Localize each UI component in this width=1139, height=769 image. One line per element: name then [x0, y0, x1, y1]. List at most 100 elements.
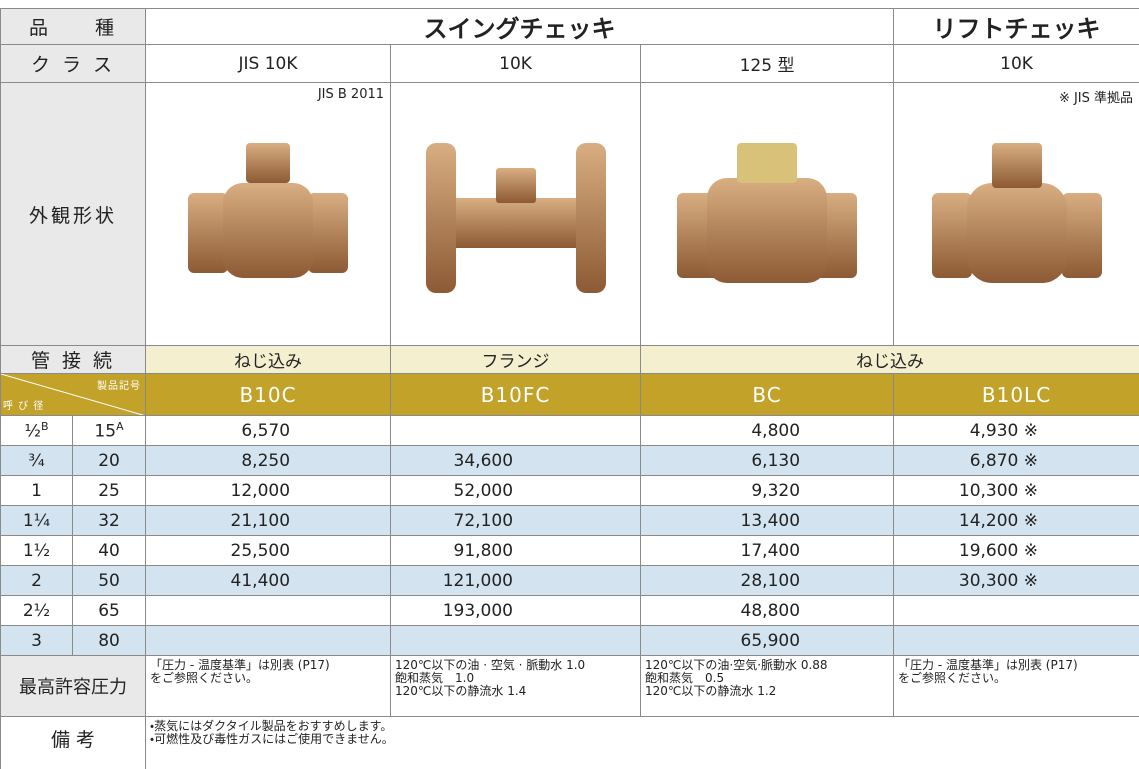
- product-code: B10LC: [893, 373, 1139, 416]
- price-row: 2½ 65 193,000 48,800: [0, 595, 1139, 626]
- size-inch: 1: [0, 475, 73, 506]
- mm: 65: [98, 600, 120, 621]
- inch: ½: [24, 421, 41, 442]
- pressure-line: をご参照ください。: [898, 671, 1007, 685]
- price: [145, 595, 392, 626]
- pressure-line: 120℃以下の油 · 空気 · 脈動水 1.0: [395, 658, 586, 672]
- size-mm: 40: [71, 535, 147, 566]
- size-inch: ½B: [0, 415, 73, 446]
- valve-icon: [425, 143, 606, 293]
- mm-unit: A: [116, 419, 124, 433]
- size-mm: 65: [71, 595, 147, 626]
- product-code: B10FC: [390, 373, 642, 416]
- size-inch: 1½: [0, 535, 73, 566]
- size-inch: 2: [0, 565, 73, 596]
- price: [893, 595, 1139, 626]
- pressure-line: 飽和蒸気 1.0: [395, 671, 475, 685]
- price: [390, 415, 642, 446]
- remark-line: ・可燃性及び毒性ガスにはご使用できません。: [150, 732, 394, 746]
- class: 125 型: [640, 44, 895, 83]
- price: 8,250: [145, 445, 392, 476]
- price: [390, 625, 642, 656]
- pressure: 「圧力 - 温度基準」は別表 (P17) をご参照ください。: [145, 655, 392, 717]
- price: 10,300 ※: [893, 475, 1139, 506]
- price: [145, 625, 392, 656]
- price: 34,600: [390, 445, 642, 476]
- note: JIS B 2011: [317, 87, 385, 102]
- inch: 1¼: [22, 510, 51, 531]
- price: 6,870 ※: [893, 445, 1139, 476]
- price: 30,300 ※: [893, 565, 1139, 596]
- class-label: ク ラ ス: [0, 44, 147, 83]
- price-row: ½B 15A 6,570 4,800 4,930 ※: [0, 415, 1139, 446]
- mm: 15: [94, 421, 117, 442]
- price: 48,800: [640, 595, 895, 626]
- mm: 20: [98, 450, 120, 471]
- price: 25,500: [145, 535, 392, 566]
- price: 21,100: [145, 505, 392, 536]
- size-mm: 20: [71, 445, 147, 476]
- page: 品 種 スイングチェッキ リフトチェッキ ク ラ ス JIS 10K 10K 1…: [0, 8, 1139, 769]
- mm: 40: [98, 540, 120, 561]
- mm: 32: [98, 510, 120, 531]
- class: JIS 10K: [145, 44, 392, 83]
- size-mm: 50: [71, 565, 147, 596]
- connection: フランジ: [390, 345, 642, 374]
- price: 6,130: [640, 445, 895, 476]
- size-label: 呼 び 径: [3, 401, 45, 412]
- price: 72,100: [390, 505, 642, 536]
- pressure-line: 「圧力 - 温度基準」は別表 (P17): [150, 658, 330, 672]
- price: 6,570: [145, 415, 392, 446]
- price: 14,200 ※: [893, 505, 1139, 536]
- inch: ¾: [28, 450, 45, 471]
- remarks-label: 備 考: [0, 716, 147, 769]
- price: 52,000: [390, 475, 642, 506]
- valve-image: ※ JIS 準拠品: [893, 82, 1139, 346]
- remarks: ・蒸気にはダクタイル製品をおすすめします。 ・可燃性及び毒性ガスにはご使用できませ…: [145, 716, 1139, 769]
- price: 4,800: [640, 415, 895, 446]
- valve-image: [390, 82, 642, 346]
- pressure-line: 「圧力 - 温度基準」は別表 (P17): [898, 658, 1078, 672]
- pressure: 120℃以下の油·空気·脈動水 0.88 飽和蒸気 0.5 120℃以下の静流水 1…: [640, 655, 895, 717]
- product-code: B10C: [145, 373, 392, 416]
- size-mm: 25: [71, 475, 147, 506]
- valve-icon: [931, 143, 1102, 283]
- inch-unit: B: [40, 419, 49, 433]
- pressure-line: 120℃以下の静流水 1.2: [645, 684, 777, 698]
- size-code-corner: 製品記号 呼 び 径: [0, 373, 147, 416]
- inch: 1½: [22, 540, 51, 561]
- price: 9,320: [640, 475, 895, 506]
- inch: 3: [31, 630, 42, 651]
- price: 65,900: [640, 625, 895, 656]
- inch: 2½: [22, 600, 51, 621]
- size-mm: 80: [71, 625, 147, 656]
- size-mm: 15A: [71, 415, 147, 446]
- size-mm: 32: [71, 505, 147, 536]
- price: 91,800: [390, 535, 642, 566]
- size-inch: ¾: [0, 445, 73, 476]
- diagonal: [1, 374, 143, 415]
- pressure-line: 120℃以下の油·空気·脈動水 0.88: [645, 658, 828, 672]
- inch: 1: [31, 480, 42, 501]
- price-table: 品 種 スイングチェッキ リフトチェッキ ク ラ ス JIS 10K 10K 1…: [0, 8, 1139, 769]
- price: 4,930 ※: [893, 415, 1139, 446]
- class: 10K: [893, 44, 1139, 83]
- kind-label: 品 種: [0, 8, 147, 45]
- valve-image: JIS B 2011: [145, 82, 392, 346]
- connection-label: 管 接 続: [0, 345, 147, 374]
- product-code: BC: [640, 373, 895, 416]
- pressure: 「圧力 - 温度基準」は別表 (P17) をご参照ください。: [893, 655, 1139, 717]
- connection: ねじ込み: [145, 345, 392, 374]
- note: ※ JIS 準拠品: [1058, 91, 1134, 106]
- valve-icon: [677, 143, 858, 283]
- price-row: 1 25 12,000 52,000 9,320 10,300 ※: [0, 475, 1139, 506]
- inch: 2: [31, 570, 42, 591]
- price: 12,000: [145, 475, 392, 506]
- mm: 25: [98, 480, 120, 501]
- valve-image: [640, 82, 895, 346]
- size-inch: 1¼: [0, 505, 73, 536]
- valve-icon: [188, 143, 349, 278]
- lift-header: リフトチェッキ: [893, 8, 1139, 45]
- price: 193,000: [390, 595, 642, 626]
- price-row: 1¼ 32 21,100 72,100 13,400 14,200 ※: [0, 505, 1139, 536]
